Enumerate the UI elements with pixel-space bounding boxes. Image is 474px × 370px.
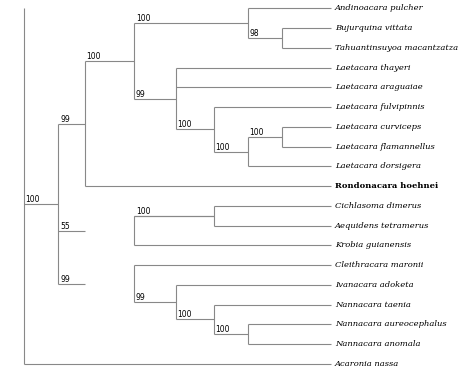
Text: Nannacara aureocephalus: Nannacara aureocephalus (335, 320, 447, 328)
Text: Tahuantinsuyoa macantzatza: Tahuantinsuyoa macantzatza (335, 44, 458, 52)
Text: Laetacara araguaiae: Laetacara araguaiae (335, 84, 422, 91)
Text: Laetacara fulvipinnis: Laetacara fulvipinnis (335, 103, 424, 111)
Text: 100: 100 (87, 52, 101, 61)
Text: 98: 98 (249, 29, 259, 38)
Text: Acaronia nassa: Acaronia nassa (335, 360, 399, 368)
Text: 100: 100 (216, 142, 230, 152)
Text: Aequidens tetramerus: Aequidens tetramerus (335, 222, 429, 230)
Text: 100: 100 (136, 207, 150, 216)
Text: Laetacara thayeri: Laetacara thayeri (335, 64, 410, 72)
Text: Nannacara anomala: Nannacara anomala (335, 340, 420, 348)
Text: 55: 55 (60, 222, 70, 231)
Text: Krobia guianensis: Krobia guianensis (335, 241, 411, 249)
Text: Cleithracara maronii: Cleithracara maronii (335, 261, 423, 269)
Text: Andinoacara pulcher: Andinoacara pulcher (335, 4, 423, 13)
Text: 100: 100 (25, 195, 40, 204)
Text: Laetacara flamannellus: Laetacara flamannellus (335, 143, 435, 151)
Text: 100: 100 (249, 128, 264, 137)
Text: Cichlasoma dimerus: Cichlasoma dimerus (335, 202, 421, 210)
Text: Nannacara taenia: Nannacara taenia (335, 300, 410, 309)
Text: 100: 100 (136, 14, 150, 23)
Text: Laetacara curviceps: Laetacara curviceps (335, 123, 421, 131)
Text: Laetacara dorsigera: Laetacara dorsigera (335, 162, 421, 171)
Text: 99: 99 (136, 90, 146, 98)
Text: 100: 100 (178, 120, 192, 130)
Text: Rondonacara hoehnei: Rondonacara hoehnei (335, 182, 438, 190)
Text: 99: 99 (136, 293, 146, 302)
Text: Ivanacara adoketa: Ivanacara adoketa (335, 281, 413, 289)
Text: 99: 99 (60, 275, 70, 284)
Text: 100: 100 (178, 310, 192, 319)
Text: 100: 100 (216, 325, 230, 334)
Text: 99: 99 (60, 115, 70, 124)
Text: Bujurquina vittata: Bujurquina vittata (335, 24, 412, 32)
